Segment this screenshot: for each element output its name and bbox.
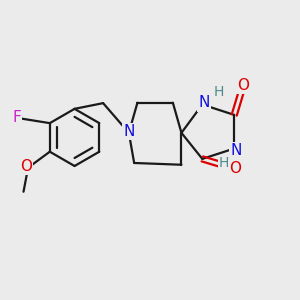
Text: N: N (230, 143, 242, 158)
Text: H: H (213, 85, 224, 99)
Text: N: N (123, 124, 134, 139)
Text: F: F (12, 110, 21, 125)
Text: H: H (219, 156, 229, 170)
Text: O: O (237, 78, 249, 93)
Text: O: O (20, 159, 32, 174)
Text: N: N (198, 95, 210, 110)
Text: O: O (230, 161, 242, 176)
